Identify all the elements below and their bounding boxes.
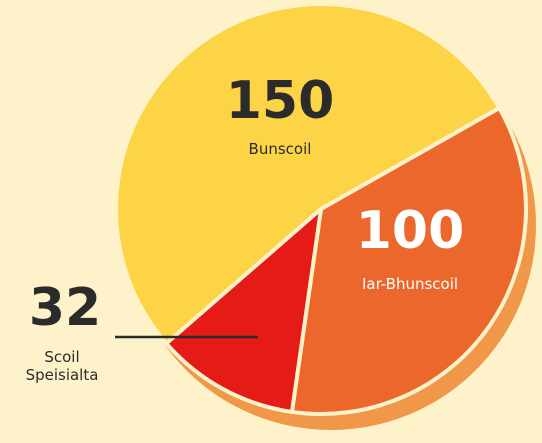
slice-value: 100 [356,201,465,261]
pie-slice [289,106,528,416]
slice-value: 150 [226,71,335,131]
slice-value: 32 [29,278,101,338]
slice-label: Scoil Speisialta [25,348,99,384]
pie-slice [164,207,323,414]
pie-slice [114,2,502,346]
slice-label: Bunscoil [249,140,312,158]
slice-label: Iar-Bhunscoil [362,275,458,293]
